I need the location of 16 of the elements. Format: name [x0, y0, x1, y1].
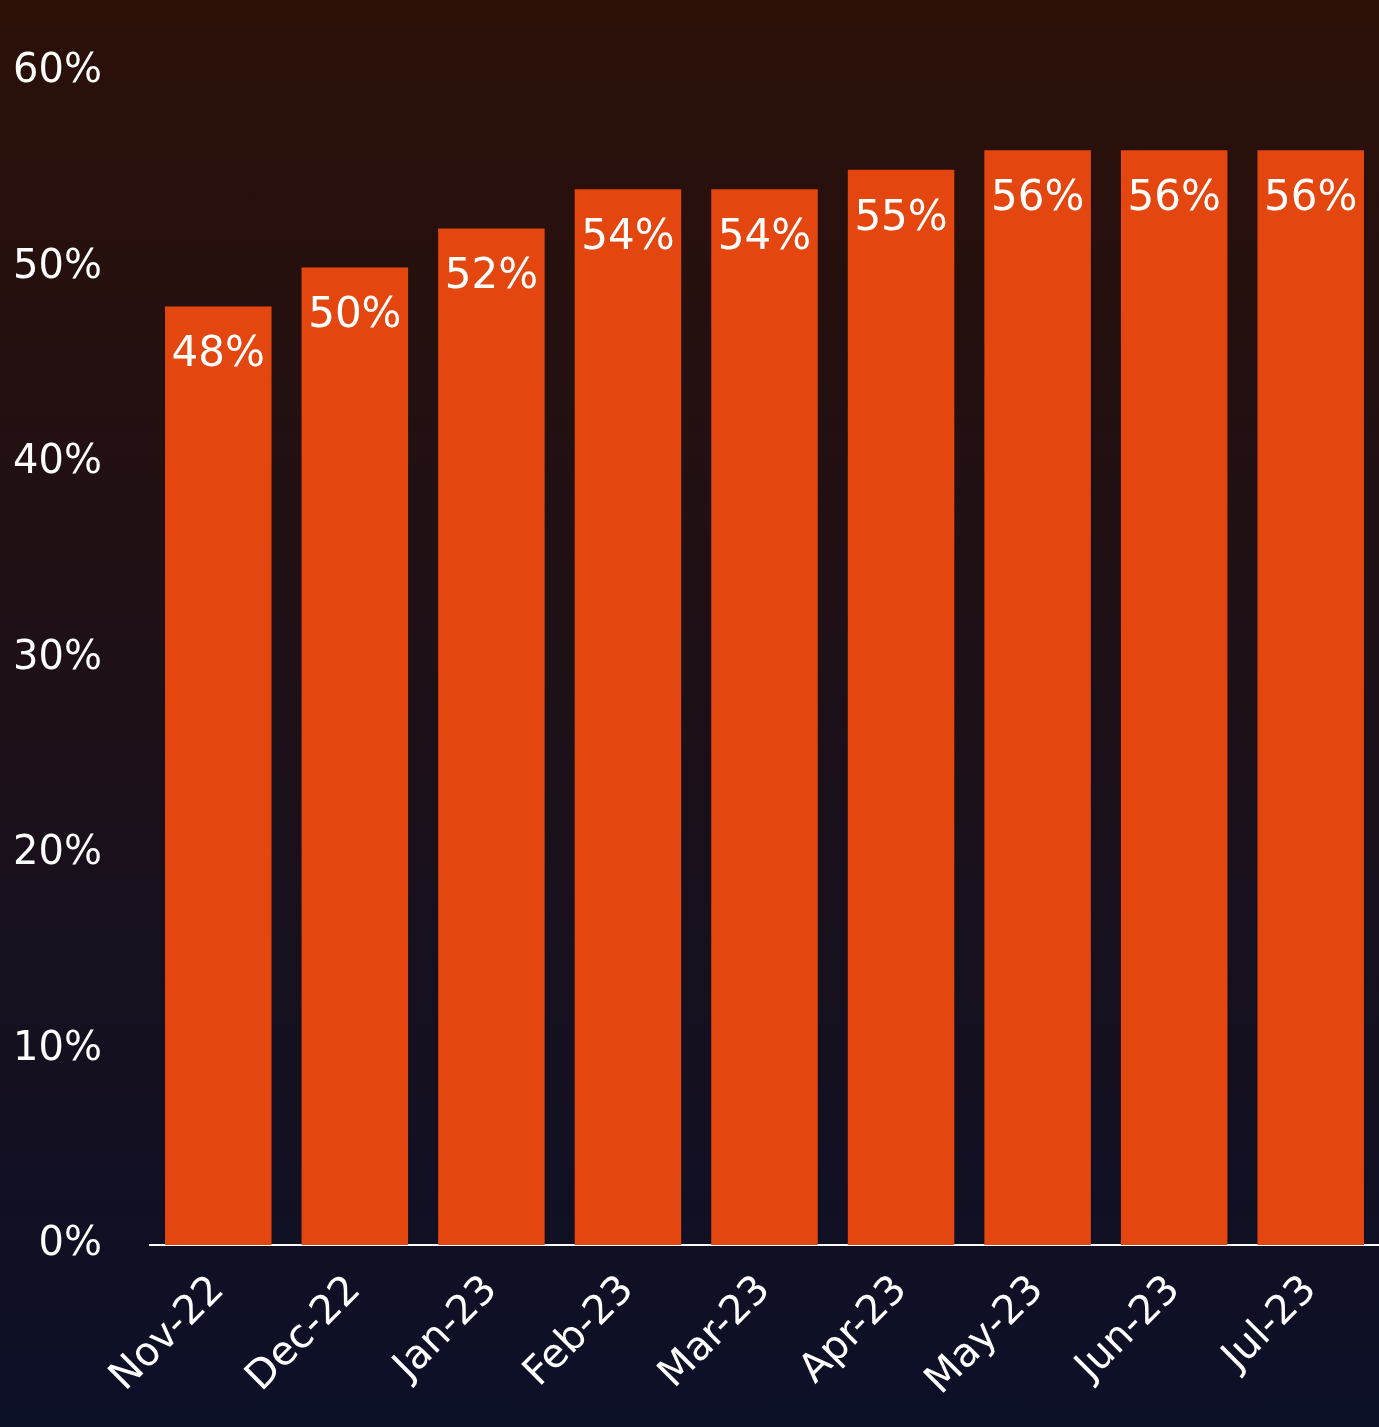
data-label: 52% [444, 249, 539, 299]
data-label: 56% [1127, 171, 1221, 221]
data-label: 54% [581, 210, 675, 260]
data-label: 50% [308, 288, 402, 338]
data-label: 48% [171, 327, 265, 377]
data-label: 55% [854, 190, 948, 240]
y-tick-label: 50% [13, 240, 102, 287]
y-tick-label: 40% [13, 436, 102, 483]
y-tick-label: 60% [13, 45, 102, 92]
data-label: 56% [990, 171, 1085, 221]
data-label: 56% [1264, 171, 1358, 221]
y-tick-label: 30% [13, 631, 102, 678]
y-tick-label: 0% [38, 1218, 102, 1265]
data-label: 54% [717, 210, 812, 260]
y-tick-label: 10% [13, 1022, 102, 1069]
y-tick-label: 20% [13, 827, 102, 874]
